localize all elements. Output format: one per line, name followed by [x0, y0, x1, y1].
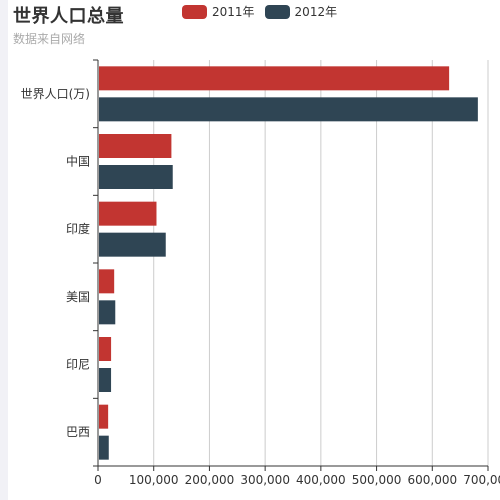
- legend-label-2011: 2011年: [212, 5, 255, 19]
- chart-title: 世界人口总量: [13, 6, 124, 27]
- legend: 2011年 2012年: [182, 3, 347, 20]
- bar-2011-0: [99, 404, 109, 429]
- legend-swatch-2012: [264, 4, 290, 19]
- category-label-1: 印尼: [66, 358, 90, 372]
- x-tick-label-2: 200,000: [185, 473, 235, 487]
- bar-2012-5: [99, 97, 478, 122]
- bar-2011-4: [99, 134, 172, 158]
- bar-2012-1: [99, 368, 112, 392]
- x-tick-label-0: 0: [94, 473, 102, 487]
- category-label-4: 中国: [66, 154, 90, 169]
- bar-2012-3: [99, 232, 166, 257]
- category-label-2: 美国: [66, 290, 90, 304]
- legend-label-2012: 2012年: [294, 5, 338, 19]
- x-tick-label-1: 100,000: [129, 473, 179, 487]
- bar-2011-2: [99, 269, 115, 294]
- bar-2012-4: [99, 165, 173, 189]
- bar-2011-1: [99, 337, 112, 361]
- x-tick-label-3: 300,000: [240, 473, 290, 487]
- x-tick-label-4: 400,000: [296, 473, 346, 487]
- chart-subtitle: 数据来自网络: [13, 32, 86, 46]
- x-tick-label-6: 600,000: [407, 473, 457, 487]
- legend-item-2012[interactable]: 2012年: [264, 3, 338, 20]
- legend-swatch-2011: [182, 4, 207, 19]
- x-tick-label-7: 700,000: [463, 473, 500, 487]
- bar-2012-0: [99, 435, 109, 460]
- category-label-5: 世界人口(万): [21, 87, 90, 101]
- category-label-3: 印度: [66, 221, 90, 236]
- left-edge-strip: [0, 0, 8, 500]
- bar-2012-2: [99, 300, 116, 325]
- x-tick-label-5: 500,000: [352, 473, 402, 487]
- category-label-0: 巴西: [66, 425, 90, 439]
- bar-2011-5: [99, 66, 450, 91]
- bar-2011-3: [99, 201, 157, 226]
- legend-item-2011[interactable]: 2011年: [182, 3, 255, 20]
